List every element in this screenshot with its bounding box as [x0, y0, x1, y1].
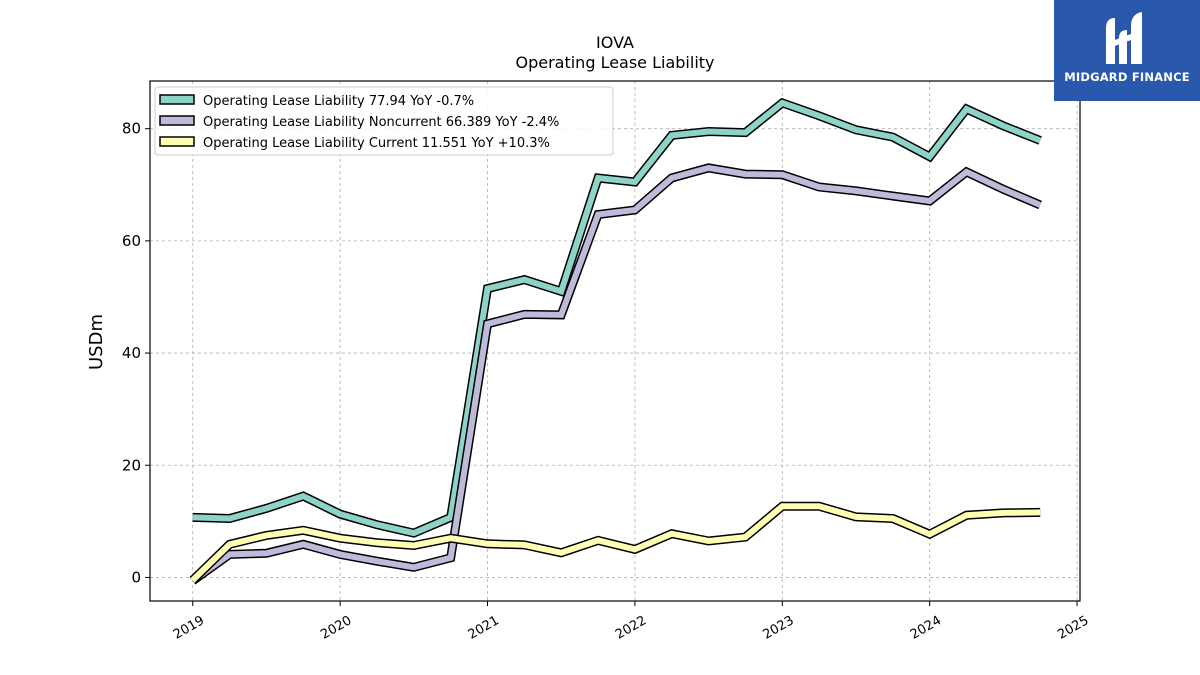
- legend-label-0: Operating Lease Liability 77.94 YoY -0.7…: [203, 94, 474, 109]
- series-line: [190, 503, 1041, 583]
- brand-mark-icon: [1106, 12, 1142, 64]
- x-tick-label: 2023: [760, 613, 796, 643]
- plot-frame: [149, 80, 1081, 602]
- x-tick-label: 2021: [466, 613, 502, 643]
- y-tick-label: 80: [122, 120, 141, 138]
- brand-logo: MIDGARD FINANCE: [1054, 0, 1200, 101]
- legend-swatch-1: [159, 115, 195, 126]
- y-ticks: 0 20 40 60 80: [122, 120, 150, 586]
- series-line: [190, 164, 1042, 584]
- series-line-outline: [192, 97, 1042, 538]
- y-axis-label: USDm: [86, 314, 107, 370]
- chart-subtitle: Operating Lease Liability: [515, 53, 714, 72]
- x-tick-label: 2020: [318, 613, 354, 643]
- grid: [150, 81, 1080, 601]
- legend-label-2: Operating Lease Liability Current 11.551…: [203, 136, 550, 151]
- chart-title: IOVA: [596, 33, 634, 52]
- x-tick-label: 2024: [908, 613, 944, 643]
- x-tick-label: 2025: [1055, 613, 1091, 643]
- y-tick-label: 0: [131, 568, 141, 586]
- legend-swatch-0: [159, 94, 195, 105]
- legend-swatch-2: [159, 136, 195, 147]
- series-lines: [189, 97, 1042, 585]
- y-tick-label: 40: [122, 344, 141, 362]
- y-tick-label: 60: [122, 232, 141, 250]
- brand-name: MIDGARD FINANCE: [1064, 70, 1190, 84]
- x-tick-label: 2019: [171, 613, 207, 643]
- series-line-outline: [190, 163, 1042, 585]
- series-1: [190, 163, 1042, 585]
- legend-box: [154, 86, 614, 156]
- y-tick-label: 20: [122, 456, 141, 474]
- series-2: [189, 501, 1041, 584]
- legend: Operating Lease Liability 77.94 YoY -0.7…: [154, 86, 614, 156]
- legend-label-1: Operating Lease Liability Noncurrent 66.…: [203, 115, 559, 130]
- series-0: [192, 97, 1042, 538]
- x-tick-label: 2022: [613, 613, 649, 643]
- series-line: [192, 99, 1042, 537]
- x-ticks: 2019 2020 2021 2022 2023 2024 2025: [171, 601, 1091, 643]
